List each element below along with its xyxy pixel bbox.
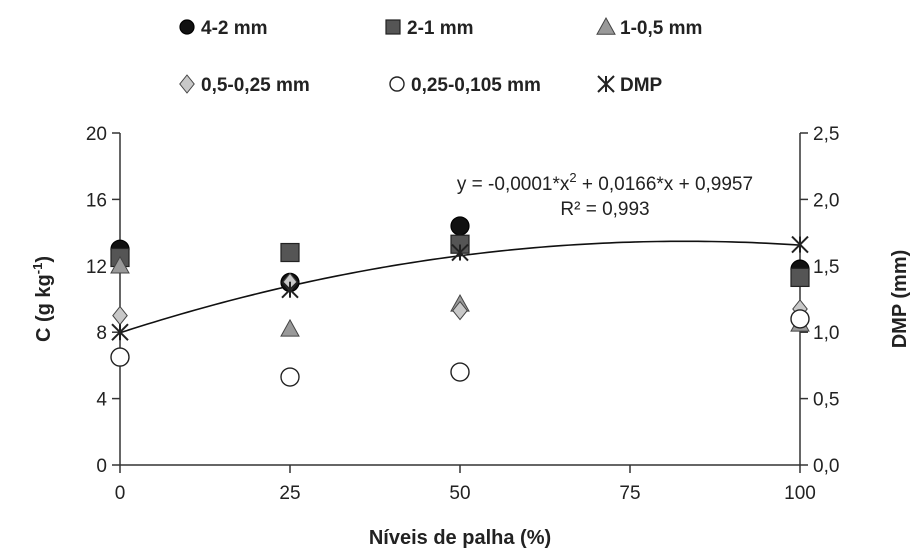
- y2-tick-label: 1,0: [813, 323, 839, 344]
- y2-tick-label: 2,5: [813, 124, 839, 145]
- legend-marker: [597, 75, 615, 93]
- x-tick-label: 75: [619, 483, 640, 504]
- point-series-4: [112, 305, 128, 326]
- x-axis-title: Níveis de palha (%): [369, 527, 551, 549]
- y2-axis-title: DMP (mm): [889, 250, 911, 349]
- legend-label: 4-2 mm: [201, 18, 268, 39]
- legend-label: 1-0,5 mm: [620, 18, 702, 39]
- y-tick-label: 20: [86, 124, 107, 145]
- point-series-2: [790, 267, 810, 288]
- legend-label: 0,5-0,25 mm: [201, 75, 310, 96]
- legend-marker: [596, 16, 616, 35]
- x-tick-label: 100: [784, 483, 816, 504]
- fit-equation: y = -0,0001*x2 + 0,0166*x + 0,9957: [457, 170, 753, 195]
- legend-item: 4-2 mm: [179, 18, 268, 39]
- legend-item: 0,25-0,105 mm: [389, 75, 541, 96]
- data-points: [110, 216, 810, 387]
- y-tick-label: 12: [86, 257, 107, 278]
- legend: 4-2 mm 2-1 mm 1-0,5 mm 0,5-0,25 mm 0,25-0,10…: [179, 16, 702, 96]
- legend-marker: [389, 76, 405, 92]
- y-tick-label: 4: [96, 390, 107, 411]
- y-tick-label: 8: [96, 323, 107, 344]
- point-series-6: [281, 280, 299, 299]
- point-series-2: [280, 242, 300, 263]
- x-tick-label: 25: [279, 483, 300, 504]
- legend-item: 1-0,5 mm: [596, 16, 702, 39]
- legend-item: DMP: [597, 75, 663, 96]
- y2-tick-label: 2,0: [813, 190, 839, 211]
- y2-tick-label: 0,0: [813, 456, 839, 477]
- legend-label: 2-1 mm: [407, 18, 474, 39]
- point-series-1: [450, 216, 470, 236]
- point-series-6: [791, 235, 809, 254]
- point-series-5: [450, 362, 470, 382]
- point-series-3: [110, 255, 130, 274]
- legend-label: 0,25-0,105 mm: [411, 75, 541, 96]
- x-tick-label: 50: [449, 483, 470, 504]
- legend-marker: [385, 19, 401, 35]
- legend-label: DMP: [620, 75, 663, 96]
- point-series-5: [110, 347, 130, 367]
- y2-tick-label: 0,5: [813, 390, 839, 411]
- fit-r2: R² = 0,993: [560, 199, 649, 220]
- point-series-6: [111, 323, 129, 341]
- x-tick-label: 0: [115, 483, 126, 504]
- point-series-5: [280, 367, 300, 387]
- legend-marker: [179, 74, 195, 94]
- legend-marker: [179, 19, 195, 35]
- point-series-3: [280, 318, 300, 337]
- point-series-4: [452, 300, 468, 321]
- legend-item: 2-1 mm: [385, 18, 474, 39]
- y-axis-title: C (g kg-1): [30, 256, 55, 342]
- ticks: 0 4 8 12 16 20 0,0 0,5 1,0 1,5 2,0 2,5 0 25 50 75 100: [86, 124, 840, 504]
- y-tick-label: 16: [86, 190, 107, 211]
- point-series-5: [790, 309, 810, 329]
- point-series-6: [451, 243, 469, 262]
- legend-item: 0,5-0,25 mm: [179, 74, 310, 96]
- y2-tick-label: 1,5: [813, 257, 839, 278]
- y-tick-label: 0: [96, 456, 107, 477]
